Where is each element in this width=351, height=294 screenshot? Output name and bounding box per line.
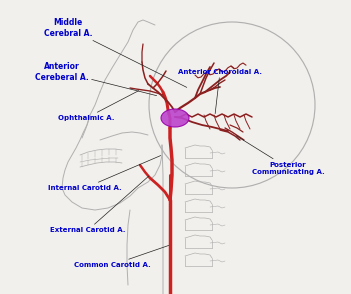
Text: External Carotid A.: External Carotid A. [50,176,149,233]
Text: Internal Carotid A.: Internal Carotid A. [48,156,161,191]
Text: Common Carotid A.: Common Carotid A. [74,245,169,268]
Text: Middle
Cerebral A.: Middle Cerebral A. [44,18,187,87]
Text: Anterior
Cereberal A.: Anterior Cereberal A. [35,62,157,96]
Ellipse shape [161,109,189,127]
Text: Posterior
Communicating A.: Posterior Communicating A. [236,136,324,175]
Text: Ophthalmic A.: Ophthalmic A. [58,91,139,121]
Text: Anterior Choroidal A.: Anterior Choroidal A. [178,69,262,113]
